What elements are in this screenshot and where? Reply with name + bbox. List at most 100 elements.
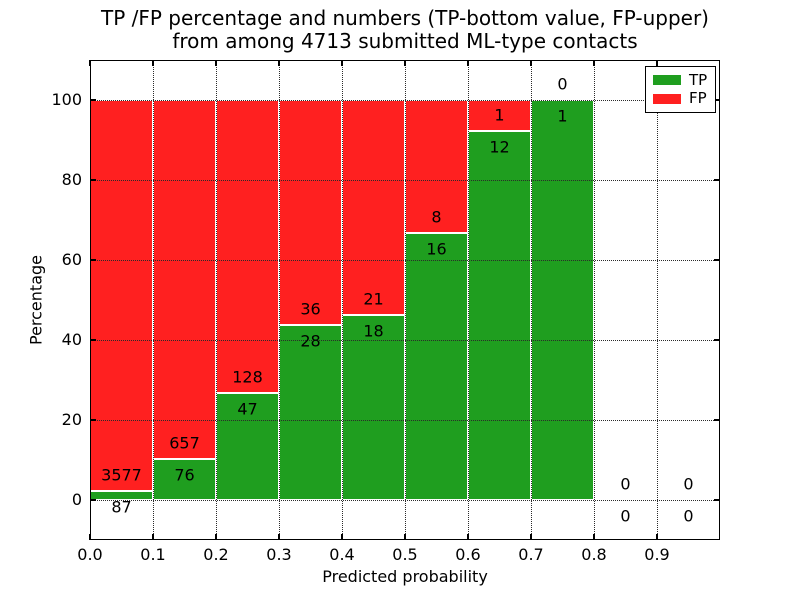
gridline-vertical [342,60,343,540]
fp-count-label: 0 [557,74,568,94]
tp-count-label: 0 [620,506,631,526]
legend-label-tp: TP [689,70,708,89]
x-tick-bottom [530,534,532,540]
x-tick-top [467,60,469,66]
fp-count-label: 128 [232,367,263,387]
y-tick-label: 100 [51,90,82,109]
bar-tp-3 [279,325,342,500]
x-tick-top [530,60,532,66]
legend-swatch-fp-icon [653,93,681,104]
fp-count-label: 0 [620,474,631,494]
x-tick-bottom [89,534,91,540]
y-tick-right [714,419,720,421]
x-tick-bottom [341,534,343,540]
bar-fp-3 [279,100,342,325]
y-tick-right [714,99,720,101]
y-tick-right [714,259,720,261]
y-tick-left [90,339,96,341]
x-tick-label: 0.3 [266,545,292,564]
legend-entry-tp: TP [646,70,715,89]
y-tick-left [90,99,96,101]
y-axis-label: Percentage [26,254,46,346]
bar-fp-4 [342,100,405,316]
gridline-vertical [657,60,658,540]
x-tick-label: 0.4 [329,545,355,564]
tp-count-label: 28 [300,331,321,351]
bar-tp-4 [342,315,405,500]
fp-count-label: 21 [363,289,384,309]
tp-count-label: 1 [557,106,568,126]
x-tick-bottom [152,534,154,540]
tp-count-label: 12 [489,137,510,157]
x-tick-top [215,60,217,66]
bar-fp-2 [216,100,279,393]
y-tick-label: 20 [61,410,82,429]
chart-title-line1: TP /FP percentage and numbers (TP-bottom… [101,6,709,30]
y-tick-right [714,499,720,501]
gridline-vertical [153,60,154,540]
x-tick-bottom [215,534,217,540]
y-tick-left [90,259,96,261]
bar-tp-5 [405,233,468,500]
y-tick-right [714,179,720,181]
x-tick-top [89,60,91,66]
bar-fp-1 [153,100,216,459]
x-axis-label: Predicted probability [322,567,488,586]
y-tick-left [90,499,96,501]
x-tick-bottom [404,534,406,540]
bar-tp-7 [531,100,594,500]
tp-count-label: 16 [426,239,447,259]
fp-count-label: 3577 [101,465,142,485]
bar-fp-6 [468,100,531,131]
gridline-vertical [594,60,595,540]
bar-tp-6 [468,130,531,500]
fp-count-label: 0 [683,474,694,494]
bar-fp-0 [90,100,153,491]
x-tick-label: 0.9 [644,545,670,564]
gridline-vertical [216,60,217,540]
legend-label-fp: FP [689,89,707,108]
chart-title-line2: from among 4713 submitted ML-type contac… [172,29,638,53]
x-tick-label: 0.0 [77,545,103,564]
tp-count-label: 47 [237,399,258,419]
x-tick-label: 0.7 [518,545,544,564]
x-tick-bottom [467,534,469,540]
x-tick-top [278,60,280,66]
x-tick-top [341,60,343,66]
legend-swatch-tp-icon [653,75,681,86]
x-tick-label: 0.8 [581,545,607,564]
tp-count-label: 18 [363,321,384,341]
x-tick-label: 0.1 [140,545,166,564]
tp-count-label: 87 [111,497,132,517]
fp-count-label: 8 [431,207,442,227]
bar-tp-1 [153,458,216,500]
chart-title: TP /FP percentage and numbers (TP-bottom… [90,7,720,53]
y-tick-left [90,179,96,181]
tp-count-label: 0 [683,506,694,526]
x-tick-bottom [656,534,658,540]
y-tick-right [714,339,720,341]
x-tick-label: 0.6 [455,545,481,564]
x-tick-label: 0.2 [203,545,229,564]
fp-count-label: 657 [169,433,200,453]
x-tick-top [404,60,406,66]
y-tick-label: 0 [71,490,82,509]
y-tick-label: 80 [61,170,82,189]
gridline-vertical [468,60,469,540]
x-tick-bottom [593,534,595,540]
y-tick-left [90,419,96,421]
y-tick-label: 40 [61,330,82,349]
x-tick-bottom [278,534,280,540]
fp-count-label: 1 [494,105,505,125]
x-tick-top [593,60,595,66]
y-tick-label: 60 [61,250,82,269]
tp-count-label: 76 [174,465,195,485]
x-tick-label: 0.5 [392,545,418,564]
fp-count-label: 36 [300,299,321,319]
gridline-vertical [531,60,532,540]
gridline-vertical [279,60,280,540]
legend: TP FP [645,66,716,113]
x-tick-top [656,60,658,66]
gridline-vertical [405,60,406,540]
